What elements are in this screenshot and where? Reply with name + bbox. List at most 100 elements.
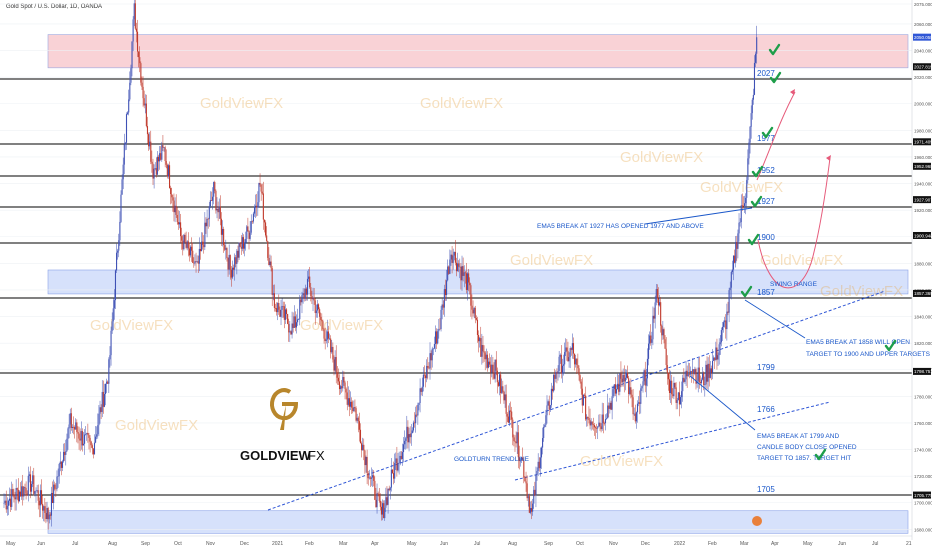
candle-body xyxy=(210,200,213,201)
candle-body xyxy=(622,374,624,383)
candle-body xyxy=(448,266,450,274)
candle-body xyxy=(292,323,294,328)
candle-body xyxy=(496,370,498,383)
candle-body xyxy=(189,246,192,256)
candle-body xyxy=(325,339,327,342)
candle-body xyxy=(489,361,491,365)
candle-body xyxy=(551,388,554,392)
candle-body xyxy=(355,408,357,421)
candle-body xyxy=(352,407,354,412)
candle-body xyxy=(653,315,655,319)
candle-body xyxy=(313,297,315,301)
candle-body xyxy=(340,386,342,390)
candle-body xyxy=(251,221,253,222)
projection-arrow-up-1 xyxy=(756,91,796,181)
candle-body xyxy=(382,503,384,515)
candle-body xyxy=(741,205,743,206)
candle-body xyxy=(17,489,19,502)
candle-body xyxy=(203,244,205,248)
candle-body xyxy=(442,304,444,308)
candle-body xyxy=(547,401,549,406)
watermark-text: GoldViewFX xyxy=(510,252,593,269)
candle-body xyxy=(240,246,242,249)
candle-body xyxy=(100,407,102,412)
candle-body xyxy=(191,246,193,251)
candle-body xyxy=(131,41,133,69)
candle-body xyxy=(574,353,576,365)
candle-body xyxy=(714,357,716,360)
time-tick-label: May xyxy=(6,541,16,547)
candle-body xyxy=(74,427,76,430)
candle-body xyxy=(677,392,679,400)
candle-body xyxy=(4,500,6,503)
candle-body xyxy=(440,309,442,330)
candle-body xyxy=(641,386,643,389)
candle-body xyxy=(631,394,633,398)
candle-body xyxy=(276,308,278,313)
candle-body xyxy=(248,230,250,239)
candle-body xyxy=(704,384,706,386)
candle-body xyxy=(671,380,673,395)
candle-body xyxy=(646,358,648,379)
zone-blue-1 xyxy=(47,269,909,295)
candle-body xyxy=(168,165,171,188)
candle-body xyxy=(737,233,739,249)
candle-body xyxy=(113,300,115,309)
check-icon xyxy=(884,339,897,352)
candle-body xyxy=(533,489,535,504)
candle-body xyxy=(217,208,219,213)
candle-body xyxy=(120,194,122,222)
candle-body xyxy=(206,218,208,227)
candle-body xyxy=(451,254,453,263)
candle-body xyxy=(12,489,14,495)
candle-body xyxy=(554,374,556,379)
candle-body xyxy=(28,474,30,476)
logo-wordmark: GOLDVIEW xyxy=(240,448,312,463)
levels-layer: 2027 1977 1952 1927 1900 1857 1799 1766 1705 xyxy=(0,69,912,496)
candle-body xyxy=(353,407,355,412)
candle-body xyxy=(418,402,420,405)
candle-body xyxy=(568,357,570,362)
candle-body xyxy=(309,276,311,288)
candle-body xyxy=(650,335,652,343)
candle-body xyxy=(188,248,190,256)
candle-body xyxy=(50,493,53,516)
candle-body xyxy=(263,219,266,223)
candle-body xyxy=(223,228,225,246)
candle-body xyxy=(463,272,465,276)
candle-body xyxy=(66,438,68,452)
candle-body xyxy=(678,392,680,405)
candle-body xyxy=(557,371,559,374)
candle-body xyxy=(436,331,438,344)
price-tick-label: 1960.000 xyxy=(914,155,932,160)
candle-body xyxy=(452,255,454,263)
price-badge xyxy=(913,367,931,375)
candle-body xyxy=(665,348,667,366)
candle-body xyxy=(256,205,258,208)
candle-body xyxy=(86,432,88,434)
candle-body xyxy=(40,490,43,504)
candle-body xyxy=(730,272,732,288)
candles-layer xyxy=(3,0,758,530)
candle-body xyxy=(61,461,64,468)
candle-body xyxy=(426,365,428,379)
candle-body xyxy=(497,382,499,386)
candle-body xyxy=(583,394,586,396)
candle-body xyxy=(163,147,165,148)
candle-body xyxy=(490,364,492,373)
candle-body xyxy=(517,432,519,458)
candle-body xyxy=(180,222,182,237)
candle-body xyxy=(375,499,377,508)
price-axis: 2075.000 2060.000 2040.000 2020.000 2000.000… xyxy=(911,0,932,540)
candle-body xyxy=(34,491,36,494)
candle-body xyxy=(362,444,364,451)
candle-body xyxy=(647,343,650,359)
candle-body xyxy=(643,370,645,382)
candle-body xyxy=(739,222,741,223)
candle-body xyxy=(103,394,105,407)
candle-body xyxy=(308,276,310,279)
check-icon xyxy=(814,448,827,461)
candle-body xyxy=(593,425,596,428)
candle-body xyxy=(378,493,380,501)
candle-body xyxy=(331,346,333,353)
